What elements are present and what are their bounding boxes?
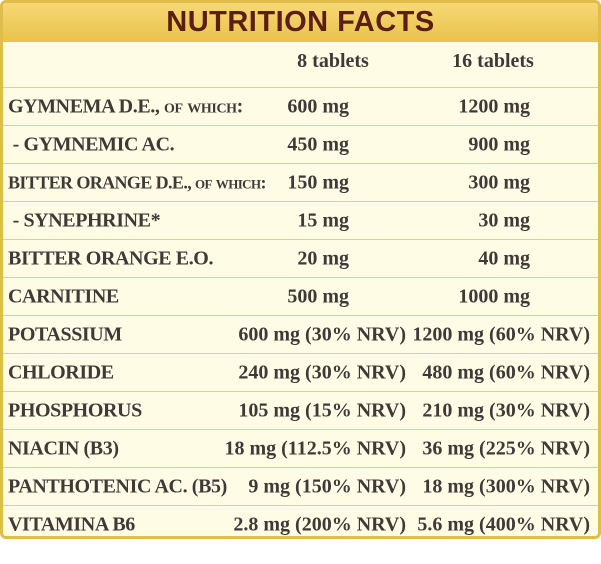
column-header-8-tablets: 8 tablets [297,50,369,72]
table-row: VITAMINA B6 2.8 mg (200% NRV) 5.6 mg (40… [3,505,598,536]
nutrient-name: POTASSIUM [8,323,122,345]
nutrient-name: BITTER ORANGE D.E., of which: [8,172,266,192]
table-row: POTASSIUM 600 mg (30% NRV) 1200 mg (60% … [3,315,598,353]
nutrient-name: VITAMINA B6 [8,513,135,535]
nutrient-name: NIACIN (B3) [8,437,119,459]
value-16-tablets: 40 mg [478,247,530,269]
value-8-tablets: 450 mg [287,133,349,155]
value-16-tablets: 36 mg (225% NRV) [422,437,590,459]
nutrient-name: PANTHOTENIC AC. (B5) [8,475,227,497]
value-16-tablets: 30 mg [478,209,530,231]
column-header-row: 8 tablets 16 tablets [3,50,598,80]
nutrient-name: BITTER ORANGE E.O. [8,247,214,269]
value-16-tablets: 5.6 mg (400% NRV) [417,513,590,535]
nutrient-name: GYMNEMA D.E., of which: [8,95,243,117]
value-8-tablets: 20 mg [297,247,349,269]
table-row: CHLORIDE 240 mg (30% NRV) 480 mg (60% NR… [3,353,598,391]
table-row: BITTER ORANGE E.O. 20 mg 40 mg [3,239,598,277]
table-row: PANTHOTENIC AC. (B5) 9 mg (150% NRV) 18 … [3,467,598,505]
table-row: GYMNEMA D.E., of which: 600 mg 1200 mg [3,87,598,125]
column-header-16-tablets: 16 tablets [452,50,534,72]
nutrient-name: - GYMNEMIC AC. [8,133,175,155]
table-row: BITTER ORANGE D.E., of which: 150 mg 300… [3,163,598,201]
title-bar: NUTRITION FACTS [3,3,598,42]
table-row: PHOSPHORUS 105 mg (15% NRV) 210 mg (30% … [3,391,598,429]
nutrition-facts-panel: NUTRITION FACTS 8 tablets 16 tablets GYM… [0,0,601,539]
value-16-tablets: 300 mg [468,171,530,193]
value-8-tablets: 9 mg (150% NRV) [248,475,406,497]
value-8-tablets: 15 mg [297,209,349,231]
table-row: - SYNEPHRINE* 15 mg 30 mg [3,201,598,239]
value-16-tablets: 1200 mg (60% NRV) [412,323,590,345]
value-8-tablets: 600 mg (30% NRV) [238,323,406,345]
value-8-tablets: 150 mg [287,171,349,193]
value-16-tablets: 18 mg (300% NRV) [422,475,590,497]
value-8-tablets: 105 mg (15% NRV) [238,399,406,421]
value-8-tablets: 18 mg (112.5% NRV) [224,437,406,459]
value-8-tablets: 500 mg [287,285,349,307]
value-8-tablets: 600 mg [287,95,349,117]
nutrient-table-body: GYMNEMA D.E., of which: 600 mg 1200 mg -… [3,87,598,536]
value-8-tablets: 2.8 mg (200% NRV) [233,513,406,535]
value-16-tablets: 480 mg (60% NRV) [422,361,590,383]
value-8-tablets: 240 mg (30% NRV) [238,361,406,383]
value-16-tablets: 900 mg [468,133,530,155]
value-16-tablets: 1200 mg [458,95,530,117]
nutrient-name: PHOSPHORUS [8,399,142,421]
value-16-tablets: 210 mg (30% NRV) [422,399,590,421]
table-row: - GYMNEMIC AC. 450 mg 900 mg [3,125,598,163]
nutrient-name: CHLORIDE [8,361,114,383]
nutrient-name: - SYNEPHRINE* [8,209,161,231]
table-row: CARNITINE 500 mg 1000 mg [3,277,598,315]
value-16-tablets: 1000 mg [458,285,530,307]
nutrient-name: CARNITINE [8,285,119,307]
panel-title: NUTRITION FACTS [166,6,435,38]
table-row: NIACIN (B3) 18 mg (112.5% NRV) 36 mg (22… [3,429,598,467]
